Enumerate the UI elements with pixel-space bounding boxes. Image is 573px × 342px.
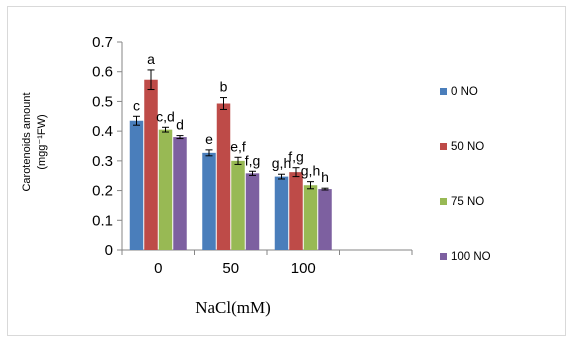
- legend-label: 0 NO: [451, 86, 478, 98]
- legend-swatch: [440, 88, 447, 95]
- x-tick-label: 100: [291, 260, 316, 277]
- bar-chart: Carotenoids amount (mgg⁻¹FW) 0 0.1 0.2 0.3 0.…: [21, 34, 491, 317]
- bars: [129, 79, 332, 250]
- significance-label: b: [220, 79, 228, 95]
- significance-label: g,h: [301, 163, 320, 179]
- chart-frame: Carotenoids amount (mgg⁻¹FW) 0 0.1 0.2 0.3 0.…: [7, 6, 566, 336]
- significance-label: e,f: [230, 138, 246, 154]
- y-tick-label: 0.6: [92, 64, 113, 81]
- y-tick-label: 0.2: [92, 183, 113, 200]
- y-tick-label: 0.4: [92, 123, 113, 140]
- bar: [303, 185, 318, 250]
- bar: [231, 160, 245, 250]
- y-tick-label: 0.3: [92, 153, 113, 170]
- legend-swatch: [440, 198, 447, 205]
- bar: [173, 137, 187, 250]
- y-tick-labels: 0 0.1 0.2 0.3 0.4 0.5 0.6 0.7: [92, 34, 113, 259]
- significance-label: a: [147, 51, 155, 67]
- bar: [318, 189, 332, 250]
- y-axis-title-line: Carotenoids amount: [21, 92, 33, 191]
- legend-label: 50 NO: [451, 141, 484, 153]
- significance-label: f,g: [288, 149, 304, 165]
- significance-label: c,d: [156, 108, 175, 124]
- bar: [289, 172, 303, 250]
- bar: [216, 103, 231, 250]
- y-axis-title: Carotenoids amount (mgg⁻¹FW): [21, 92, 48, 191]
- y-axis-title-line: (mgg⁻¹FW): [36, 114, 48, 169]
- legend-swatch: [440, 143, 447, 150]
- significance-label: g,h: [272, 155, 291, 171]
- error-bars: [133, 69, 329, 191]
- x-tick-labels: 0 50 100: [154, 260, 316, 277]
- significance-label: c: [133, 97, 140, 113]
- y-tick-label: 0.1: [92, 212, 113, 229]
- significance-label: f,g: [245, 152, 261, 168]
- significance-label: d: [176, 117, 184, 133]
- bar: [129, 120, 144, 250]
- bar: [274, 176, 289, 250]
- y-tick-label: 0: [105, 242, 113, 259]
- y-tick-label: 0.5: [92, 93, 113, 110]
- bar: [158, 129, 173, 250]
- x-tick-label: 50: [222, 260, 239, 277]
- legend-label: 75 NO: [451, 196, 484, 208]
- legend-label: 100 NO: [451, 251, 491, 263]
- legend-swatch: [440, 253, 447, 260]
- bar: [144, 79, 158, 250]
- legend: 0 NO 50 NO 75 NO 100 NO: [440, 86, 491, 263]
- x-axis-title: NaCl(mM): [195, 298, 271, 317]
- y-tick-label: 0.7: [92, 34, 113, 51]
- bar: [202, 152, 216, 250]
- significance-label: e: [205, 131, 213, 147]
- x-tick-label: 0: [154, 260, 162, 277]
- significance-label: h: [321, 169, 329, 185]
- bar: [245, 173, 260, 250]
- significance-labels: c e g,h a b f,g c,d e,f g,h d f,g h: [133, 51, 329, 185]
